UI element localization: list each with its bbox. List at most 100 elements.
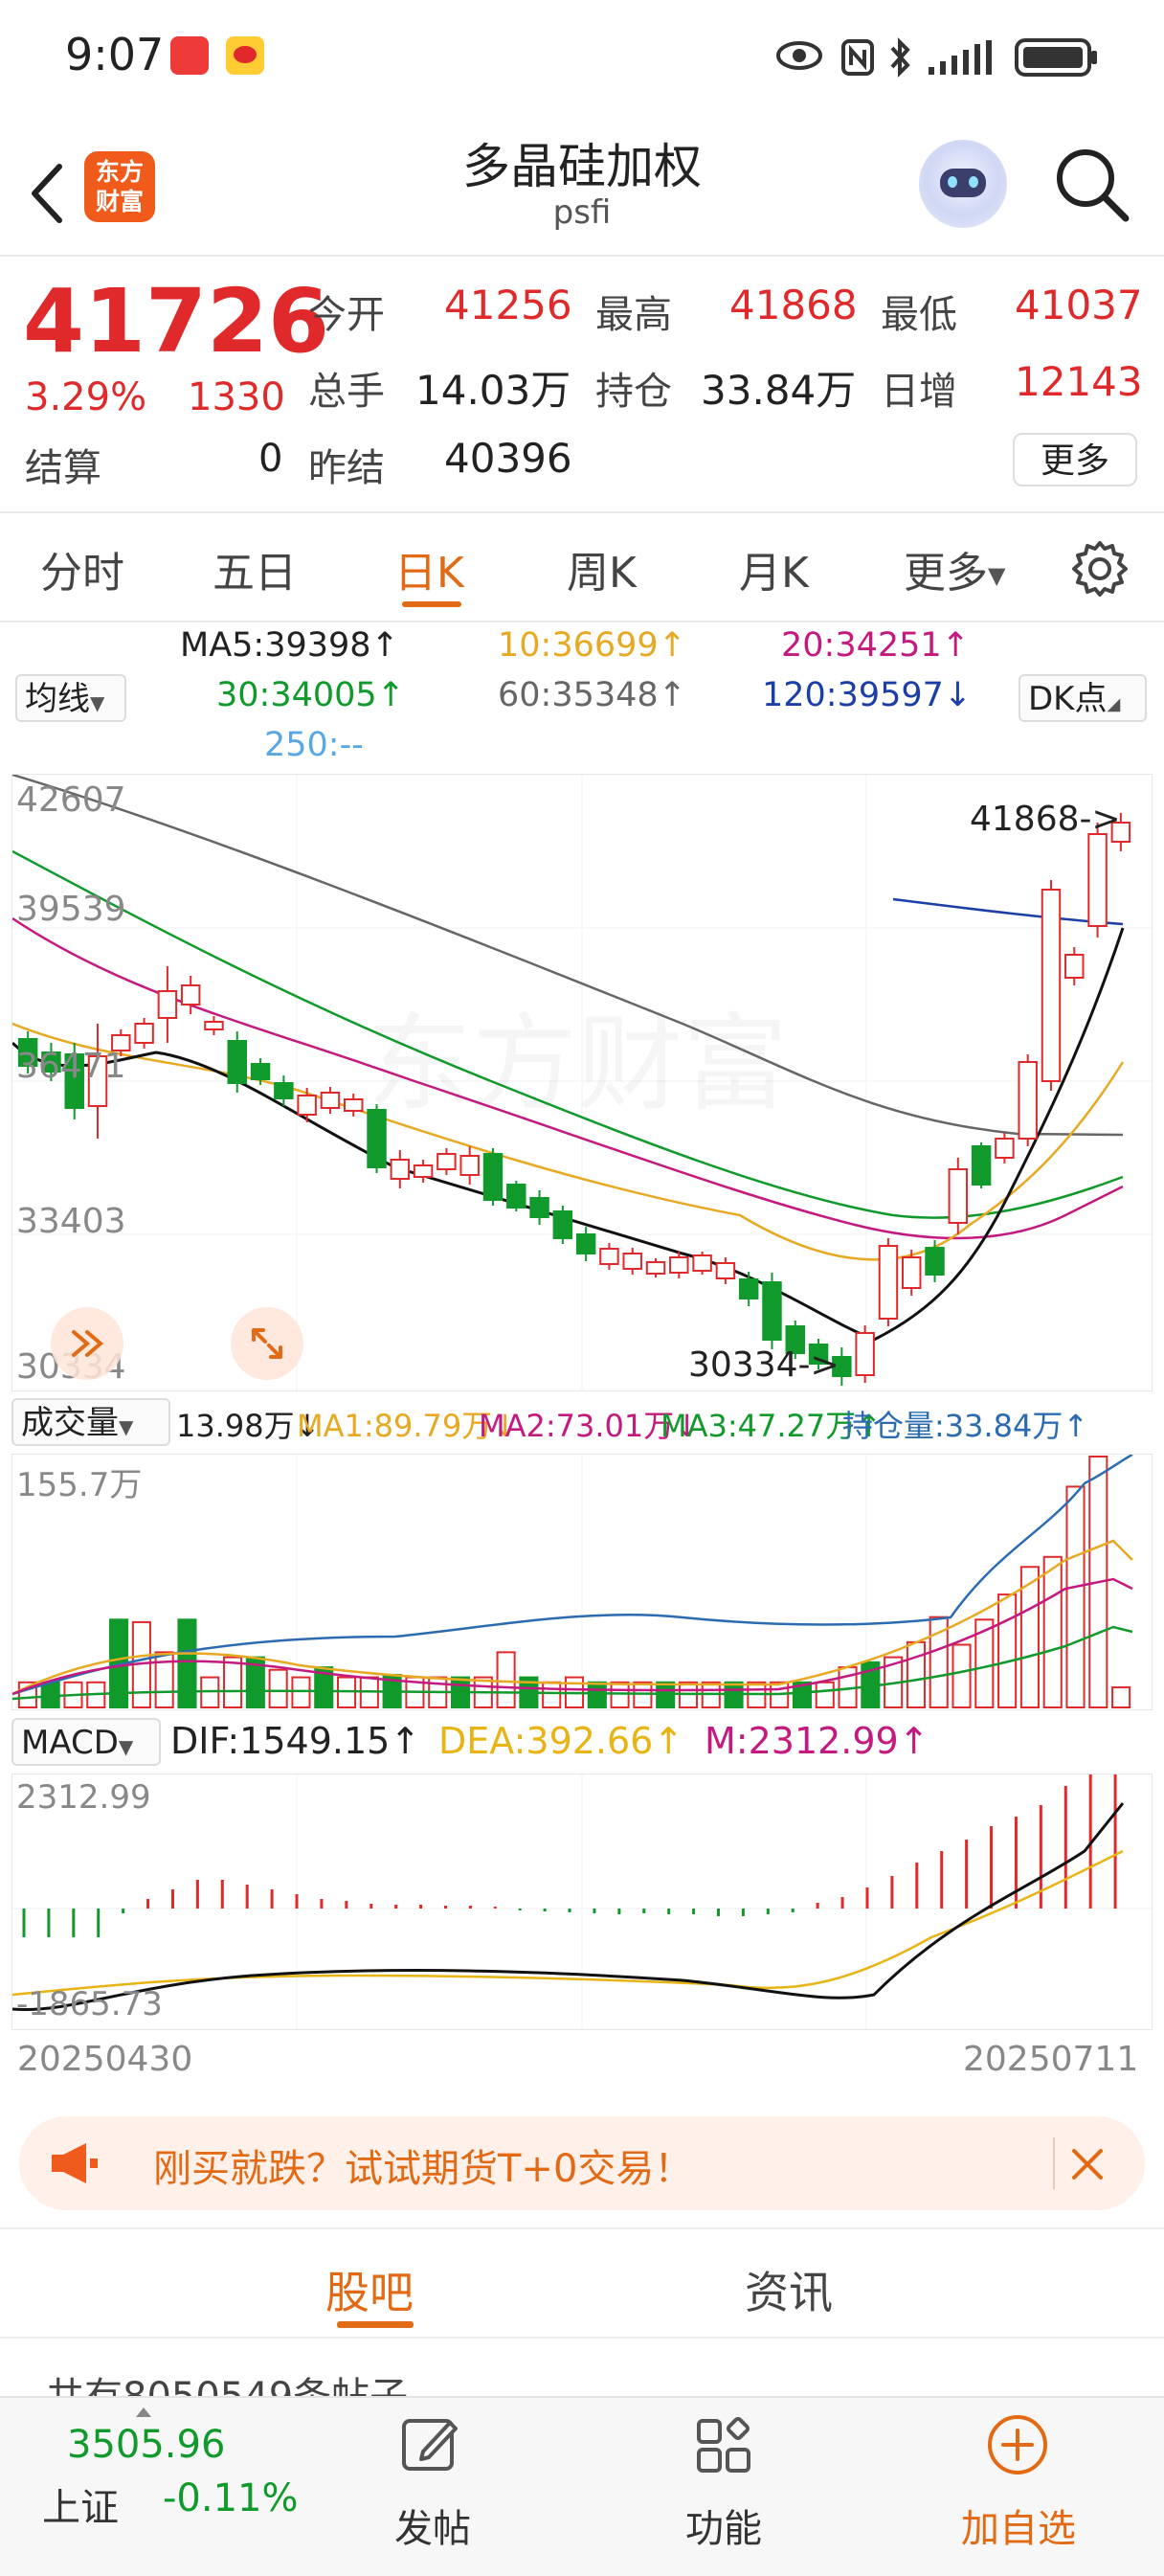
promo-banner[interactable] [19, 2116, 1145, 2210]
volume-bar [997, 1593, 1018, 1709]
fullscreen-button[interactable] [231, 1307, 303, 1380]
vol-ma2-line [11, 1577, 1133, 1696]
divider [0, 2227, 1164, 2229]
candle-body [343, 1098, 364, 1112]
y-label-3: 36471 [16, 1047, 126, 1086]
x-axis-start: 20250430 [17, 2040, 193, 2079]
kline-chart: 东方财富 41868-> 30334-> [11, 773, 1152, 1390]
low-marker: 30334-> [688, 1345, 839, 1385]
volume-bar [610, 1681, 630, 1709]
macd-chart-panel[interactable]: 2312.99 -1865.73 [11, 1738, 1153, 2030]
gear-icon[interactable] [1070, 539, 1130, 599]
macd-histogram [22, 1738, 1117, 1937]
corner-triangle-icon: ◢ [1107, 694, 1121, 714]
tab-weekly-k[interactable]: 周K [567, 549, 637, 598]
dif-line [11, 1802, 1125, 2012]
vol-ma2: MA2:73.01万↓ [479, 1408, 701, 1444]
candle-body [157, 990, 178, 1019]
expand-arrows-button[interactable] [51, 1307, 123, 1380]
candle-body [1041, 889, 1062, 1082]
y-label-2: 39539 [16, 890, 126, 929]
tab-monthly-k[interactable]: 月K [739, 549, 809, 598]
divider [1053, 2137, 1055, 2189]
position-label: 持仓 [595, 370, 672, 414]
divider [0, 511, 1164, 513]
ma-selector-label: 均线 [25, 680, 90, 718]
search-icon[interactable] [1051, 144, 1131, 224]
candle-body [529, 1197, 549, 1218]
macd-dif: DIF:1549.15↑ [170, 1720, 421, 1762]
function-button[interactable]: 功能 [670, 2404, 785, 2566]
volume-selector-label: 成交量 [21, 1404, 119, 1442]
candle-body [506, 1184, 526, 1209]
candle-body [738, 1278, 759, 1299]
candle-body [1087, 833, 1108, 927]
candle-body [622, 1253, 642, 1270]
volume-chart-panel[interactable]: 155.7万 [11, 1453, 1153, 1710]
battery-icon [1015, 38, 1097, 77]
candle-body [297, 1095, 317, 1116]
ma60-value: 60:35348↑ [498, 676, 686, 714]
tab-daily-k[interactable]: 日K [394, 549, 464, 598]
macd-m: M:2312.99↑ [705, 1720, 929, 1762]
kline-chart-panel[interactable]: 东方财富 41868-> 30334-> 42607 39539 36471 3… [11, 773, 1153, 1391]
double-chevron-icon [72, 1330, 104, 1357]
candle-body [669, 1256, 689, 1274]
candle-body [436, 1153, 457, 1170]
volume-bar [1065, 1485, 1086, 1708]
chevron-down-icon: ▼ [118, 1735, 134, 1758]
settle-label: 结算 [25, 446, 101, 490]
macd-selector[interactable]: MACD▼ [11, 1718, 161, 1766]
active-tab-indicator [402, 601, 461, 607]
ma-selector[interactable]: 均线▼ [15, 674, 126, 722]
candle-body [1110, 822, 1131, 843]
function-label: 功能 [685, 2507, 762, 2551]
back-icon[interactable] [21, 155, 78, 232]
chevron-down-icon: ▼ [119, 1415, 134, 1438]
more-quote-button[interactable]: 更多 [1013, 433, 1137, 486]
watermark: 东方财富 [367, 1003, 788, 1125]
post-button[interactable]: 发帖 [375, 2404, 490, 2566]
assistant-robot-icon[interactable] [919, 140, 1007, 228]
close-icon[interactable] [1068, 2145, 1107, 2183]
tab-news[interactable]: 资讯 [745, 2267, 833, 2318]
macd-chart [11, 1738, 1152, 2029]
candle-body [87, 1055, 108, 1107]
tab-guba[interactable]: 股吧 [325, 2267, 414, 2318]
ma5-line [11, 927, 1125, 1342]
ma30-value: 30:34005↑ [216, 676, 405, 714]
volume-chart [11, 1453, 1133, 1709]
candle-body [204, 1021, 224, 1030]
x-axis-end: 20250711 [963, 2040, 1139, 2079]
candle-body [855, 1332, 875, 1376]
index-value[interactable]: 3505.96 [67, 2423, 226, 2467]
edit-icon [402, 2419, 458, 2471]
low-value: 41037 [1015, 282, 1143, 328]
volume-bar [496, 1651, 516, 1708]
dk-point-label: DK点 [1028, 680, 1108, 718]
volume-selector[interactable]: 成交量▼ [11, 1398, 170, 1446]
index-name[interactable]: 上证 [42, 2486, 119, 2530]
volume-bar [268, 1668, 288, 1708]
candle-body [17, 1038, 38, 1067]
index-change[interactable]: -0.11% [163, 2476, 299, 2520]
y-label-1: 42607 [16, 780, 126, 820]
ma10-value: 10:36699↑ [498, 626, 686, 665]
volume-bar [1042, 1555, 1063, 1708]
tab-more[interactable]: 更多▼ [904, 538, 1005, 599]
candle-body [715, 1262, 736, 1279]
status-time: 9:07 [65, 29, 165, 80]
open-label: 今开 [308, 293, 385, 337]
ma20-value: 20:34251↑ [781, 626, 970, 665]
divider [0, 255, 1164, 257]
volume-label: 总手 [308, 370, 385, 414]
ma60-line [11, 773, 1124, 1137]
promo-text[interactable]: 刚买就跌？试试期货T+0交易！ [153, 2147, 693, 2191]
add-watchlist-button[interactable]: 加自选 [948, 2404, 1101, 2566]
tab-intraday[interactable]: 分时 [40, 549, 124, 598]
candle-body [645, 1261, 666, 1275]
dk-point-button[interactable]: DK点◢ [1018, 674, 1147, 722]
divider [0, 621, 1164, 622]
tab-five-day[interactable]: 五日 [213, 549, 297, 598]
change-amount: 1330 [188, 375, 285, 419]
